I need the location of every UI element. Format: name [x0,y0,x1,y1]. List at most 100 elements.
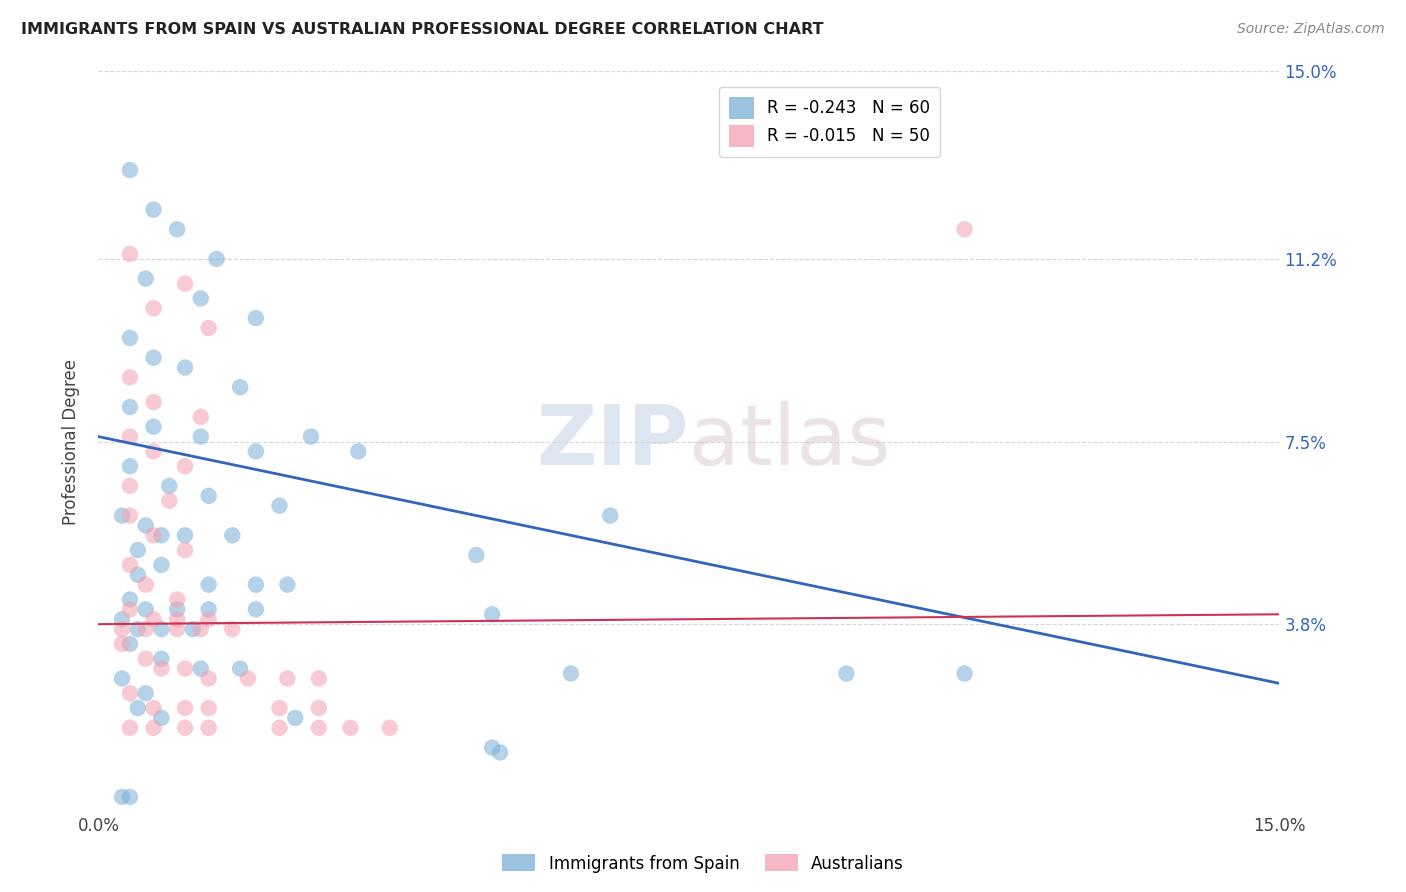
Point [299,429,322,443]
Point [197,721,219,735]
Y-axis label: Professional Degree: Professional Degree [62,359,80,524]
Point [835,666,858,681]
Point [157,493,180,508]
Point [339,721,361,735]
Point [190,429,212,443]
Point [174,701,197,715]
Point [190,292,212,306]
Point [221,528,243,542]
Point [142,612,165,626]
Point [197,612,219,626]
Point [236,672,259,686]
Point [150,711,173,725]
Point [197,701,219,715]
Point [245,602,267,616]
Point [269,721,291,735]
Point [118,247,141,261]
Point [174,459,197,474]
Point [142,701,165,715]
Point [142,528,165,542]
Point [245,311,267,326]
Point [150,662,173,676]
Point [221,622,243,636]
Point [276,672,298,686]
Point [190,409,212,424]
Point [197,321,219,335]
Point [118,721,141,735]
Point [150,558,173,572]
Point [118,429,141,443]
Point [197,489,219,503]
Point [118,602,141,616]
Point [308,672,330,686]
Text: atlas: atlas [689,401,890,482]
Point [197,602,219,616]
Point [142,444,165,458]
Point [127,567,149,582]
Point [142,395,165,409]
Point [481,740,503,755]
Point [181,622,204,636]
Point [560,666,582,681]
Point [135,686,157,700]
Point [127,701,149,715]
Point [174,277,197,291]
Point [229,380,252,394]
Point [190,622,212,636]
Point [166,592,188,607]
Point [118,370,141,384]
Point [284,711,307,725]
Point [118,686,141,700]
Point [245,577,267,591]
Point [135,577,157,591]
Legend: Immigrants from Spain, Australians: Immigrants from Spain, Australians [495,847,911,880]
Point [135,271,157,285]
Text: ZIP: ZIP [537,401,689,482]
Point [111,789,134,804]
Point [118,479,141,493]
Point [150,528,173,542]
Point [118,459,141,474]
Point [190,662,212,676]
Point [953,666,976,681]
Point [135,651,157,665]
Point [127,543,149,558]
Point [118,163,141,178]
Point [142,351,165,365]
Point [465,548,488,562]
Point [347,444,370,458]
Point [111,622,134,636]
Point [166,222,188,236]
Point [308,721,330,735]
Point [111,672,134,686]
Point [166,622,188,636]
Point [118,592,141,607]
Point [127,622,149,636]
Point [150,622,173,636]
Point [142,721,165,735]
Point [276,577,298,591]
Point [142,202,165,217]
Legend: R = -0.243   N = 60, R = -0.015   N = 50: R = -0.243 N = 60, R = -0.015 N = 50 [718,87,941,157]
Point [269,701,291,715]
Point [135,622,157,636]
Point [166,602,188,616]
Point [174,662,197,676]
Point [142,301,165,316]
Point [166,612,188,626]
Point [197,577,219,591]
Point [111,612,134,626]
Point [118,400,141,414]
Point [229,662,252,676]
Point [135,602,157,616]
Point [135,518,157,533]
Point [489,746,512,760]
Point [118,331,141,345]
Point [111,637,134,651]
Point [174,721,197,735]
Text: IMMIGRANTS FROM SPAIN VS AUSTRALIAN PROFESSIONAL DEGREE CORRELATION CHART: IMMIGRANTS FROM SPAIN VS AUSTRALIAN PROF… [21,22,824,37]
Point [118,637,141,651]
Point [142,419,165,434]
Point [269,499,291,513]
Point [245,444,267,458]
